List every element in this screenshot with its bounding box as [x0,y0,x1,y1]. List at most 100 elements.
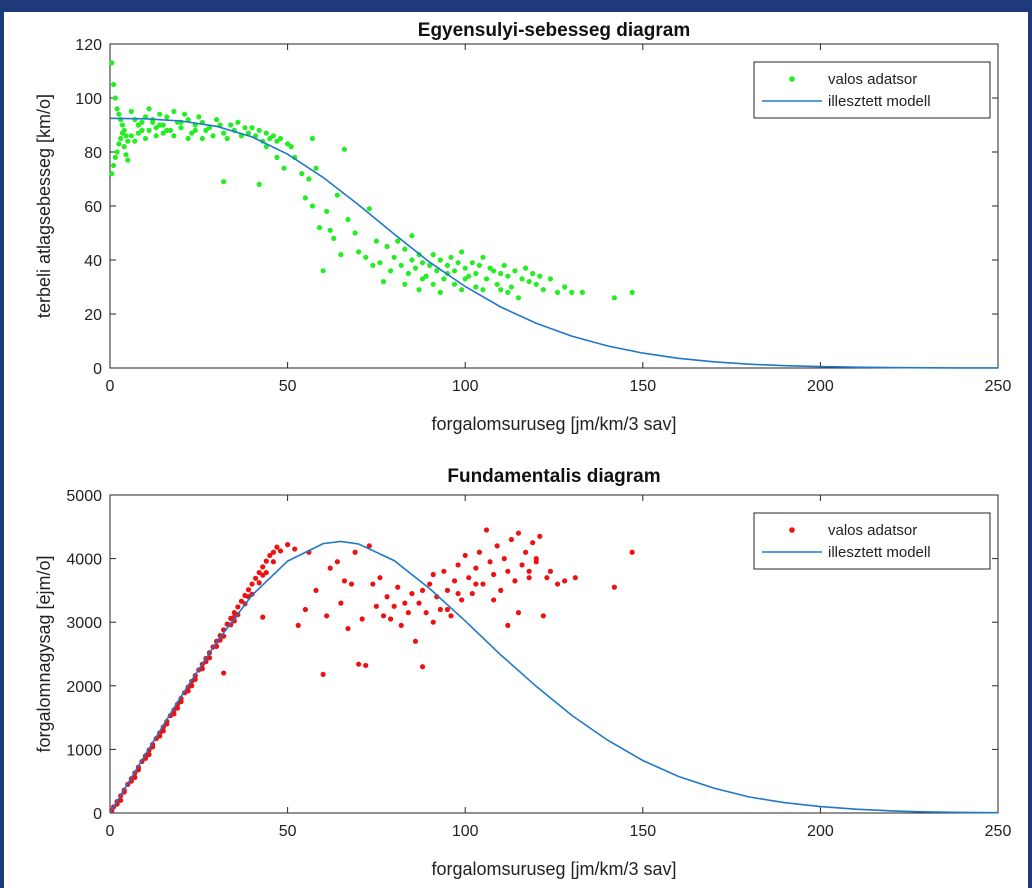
chart2-data-point [320,671,326,677]
chart1-data-point [505,273,511,279]
chart2-data-point [491,597,497,603]
chart1-title: Egyensulyi-sebesseg diagram [418,20,690,41]
chart1-data-point [434,268,440,274]
chart1-data-point [327,227,333,233]
chart1-data-point [313,165,319,171]
chart1-data-point [448,254,454,260]
chart1-data-point [526,279,532,285]
chart1-data-point [320,268,326,274]
chart1-data-point [267,135,273,142]
chart2-data-point [285,542,291,548]
chart1-data-point [123,152,129,158]
chart2-data-point [363,662,369,669]
chart1-data-point [125,157,131,163]
chart2-data-point [537,533,543,539]
chart1-data-point [377,260,383,266]
chart1-data-point [611,295,617,301]
chart1-data-point [116,111,122,117]
chart2-data-point [352,549,358,555]
chart1-data-point [196,114,202,120]
chart2-data-point [277,548,284,554]
chart1-y-tick-label: 20 [84,307,102,324]
chart1-data-point [109,171,115,177]
chart1-data-point [139,127,145,133]
chart1-data-point [370,262,376,268]
chart2-data-point [469,590,475,597]
chart1-data-point [277,135,284,142]
chart2-data-point [487,559,493,565]
chart1-data-point [398,262,404,268]
chart2-data-point [515,610,522,616]
chart1-data-point [462,265,468,271]
chart1-data-point [157,111,163,117]
chart1-data-point [171,133,177,139]
chart1-data-point [491,268,497,274]
chart1-y-tick-label: 100 [75,91,102,108]
chart2-data-point [533,556,539,562]
chart2-data-point [274,544,280,550]
chart1-x-axis-label: forgalomsuruseg [jm/km/3 sav] [431,414,676,434]
chart1-data-point [388,268,394,274]
chart1-data-point [530,270,536,277]
chart2-data-point [473,565,479,571]
chart1-data-point [274,138,280,144]
chart1-data-point [316,225,323,231]
chart1-data-point [391,254,397,260]
chart2-data-point [444,606,451,613]
chart1-data-point [462,276,468,282]
chart2-data-point [437,606,443,613]
chart2-data-point [356,661,362,667]
chart1-data-point [256,127,262,133]
chart2-data-point [260,564,266,570]
chart2-x-tick-label: 50 [279,823,297,840]
chart1-x-tick-label: 0 [106,378,115,395]
chart1-data-point [419,276,426,282]
chart1-data-point [459,249,465,255]
chart2-data-point [370,581,376,587]
chart2-data-point [466,575,472,581]
chart1-data-point [263,130,269,136]
chart2-data-point [444,587,451,594]
chart1-data-point [430,281,436,287]
chart2-data-point [505,622,511,628]
chart1-data-point [242,125,248,131]
chart2-data-point [189,683,195,689]
chart1-data-point [324,208,330,214]
chart1-data-point [540,287,546,293]
chart1-data-point [444,262,451,268]
chart1-data-point [309,203,316,209]
chart1-data-point [185,117,191,123]
chart1-data-point [189,130,195,136]
chart2-data-point [505,568,511,574]
chart1-data-point [153,133,159,139]
chart2-data-point [359,616,365,622]
chart2-data-point [171,711,177,717]
chart1-data-point [181,111,188,117]
chart1-data-point [430,252,436,258]
chart1-data-point [515,295,522,301]
chart2-y-tick-label: 5000 [66,488,102,505]
chart2-data-point [178,699,184,705]
chart2-data-point [373,603,379,609]
chart2-data-point [515,530,522,536]
chart2-data-point [398,622,404,628]
chart2-data-point [451,578,458,584]
chart1-data-point [109,60,115,66]
chart1-data-point [451,281,458,287]
chart2-data-point [221,670,227,676]
chart2-data-point [245,587,252,593]
chart1-data-point [554,289,561,295]
chart2-data-point [554,581,561,587]
chart2-data-point [441,568,447,574]
chart1-data-point [299,171,305,177]
chart1-data-point [416,287,422,293]
chart2-data-point [292,546,298,552]
chart2-data-point [334,559,340,565]
chart1-legend-marker [789,76,795,82]
chart1-data-point [128,108,134,115]
chart1-data-point [119,130,126,136]
chart1-data-point [135,122,142,128]
chart1-data-point [164,127,170,133]
chart2-data-point [419,587,426,594]
